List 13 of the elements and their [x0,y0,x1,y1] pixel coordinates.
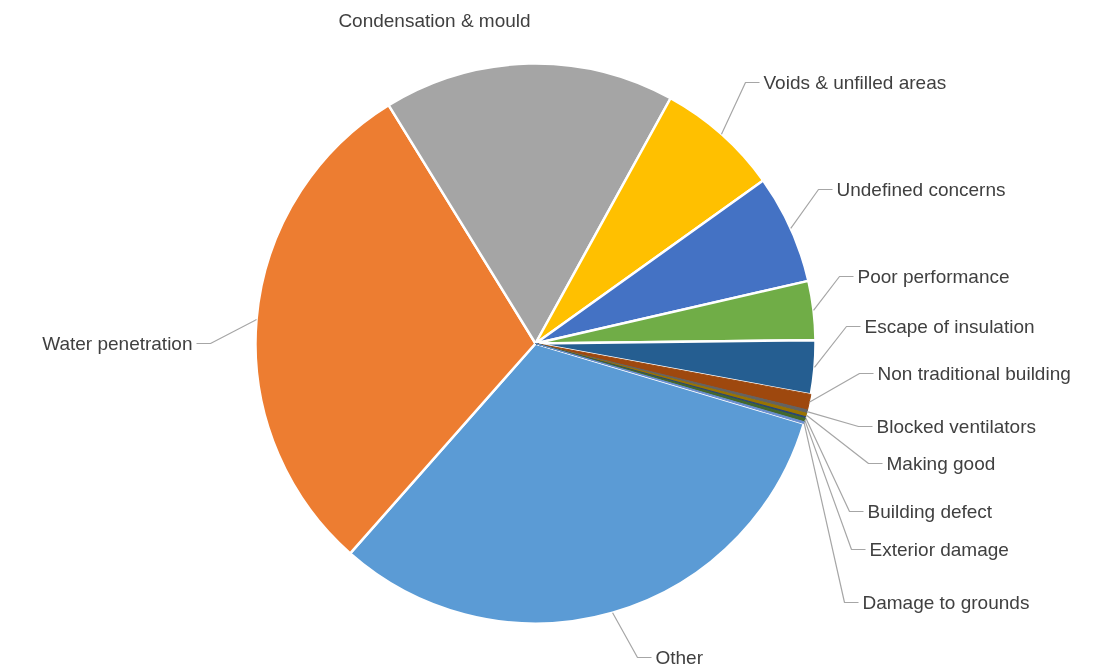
slice-label: Condensation & mould [338,10,531,31]
slice-label: Exterior damage [869,539,1009,560]
slice-label: Other [655,647,704,668]
slice-label: Damage to grounds [862,592,1030,613]
slice-label: Poor performance [857,266,1010,287]
slice-label: Undefined concerns [836,179,1006,200]
slice-label: Escape of insulation [864,316,1035,337]
slice-label: Blocked ventilators [876,416,1036,437]
slice-label: Water penetration [42,333,193,354]
slice-label: Making good [886,453,996,474]
slice-label: Non traditional building [877,363,1071,384]
slice-label: Voids & unfilled areas [763,72,947,93]
slice-label: Building defect [867,501,993,522]
